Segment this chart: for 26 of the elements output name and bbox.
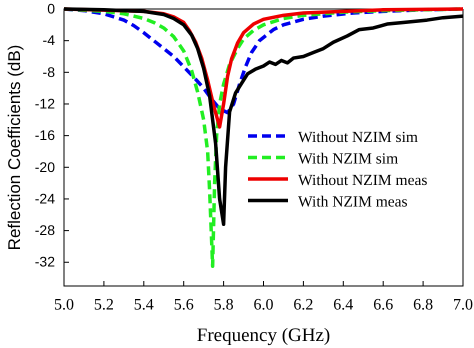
y-tick-label: -28 [34,222,56,238]
y-axis-title: Reflection Coefficients (dB) [5,44,24,250]
x-axis-title: Frequency (GHz) [196,325,330,346]
x-tick-label: 7.0 [453,296,473,314]
y-tick-label: -24 [34,190,56,206]
y-tick-label: -32 [34,254,56,270]
y-tick-label: -4 [42,32,56,48]
legend-label: Without NZIM sim [298,129,418,146]
x-tick-label: 6.0 [254,296,274,314]
legend-label: With NZIM sim [298,150,398,168]
x-tick-label: 5.8 [214,296,234,314]
x-tick-label: 5.2 [94,296,114,314]
x-tick-label: 6.6 [373,296,394,314]
legend-label: With NZIM meas [298,194,408,210]
y-tick-label: -8 [42,64,56,80]
x-tick-label: 5.4 [134,296,154,314]
x-tick-label: 5.0 [54,296,74,314]
y-tick-label: -16 [34,127,56,144]
x-tick-label: 6.2 [293,296,314,314]
y-tick-label: -12 [34,95,56,112]
x-tick-label: 6.4 [333,296,354,314]
y-tick-label: 0 [47,0,56,16]
legend-label: Without NZIM meas [298,172,428,189]
x-tick-label: 5.6 [174,296,194,314]
x-tick-label: 6.8 [413,296,434,314]
y-tick-label: -20 [34,158,56,175]
